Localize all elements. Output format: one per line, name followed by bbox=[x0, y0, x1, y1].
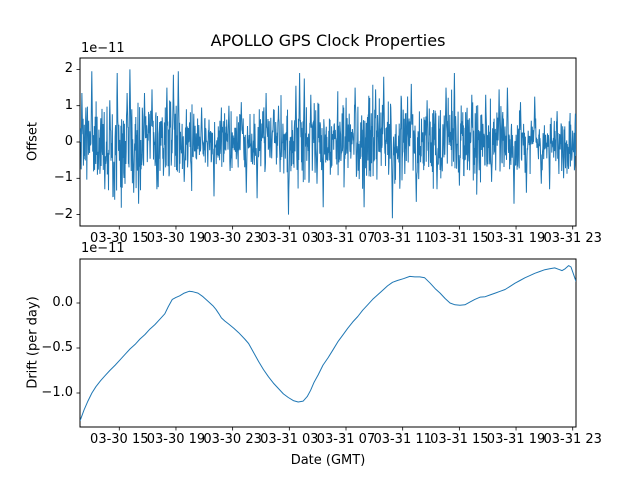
bottom-x-tick-label: 03-31 03 bbox=[260, 432, 319, 447]
top-y-tick-label: 0 bbox=[64, 134, 73, 149]
top-y-tick-label: −2 bbox=[53, 206, 73, 222]
top-x-tick-label: 03-31 19 bbox=[486, 231, 546, 246]
bottom-y-tick-label: −0.5 bbox=[41, 340, 73, 355]
bottom-x-tick-label: 03-31 11 bbox=[373, 432, 432, 447]
top-axis-scale-label: 1e−11 bbox=[81, 41, 125, 56]
top-y-tick-label: −1 bbox=[53, 170, 73, 186]
bottom-y-tick-label: −1.0 bbox=[41, 385, 73, 400]
figure-title: APOLLO GPS Clock Properties bbox=[210, 31, 446, 50]
bottom-x-tick-label: 03-30 19 bbox=[146, 432, 206, 447]
top-y-tick-label: 1 bbox=[64, 97, 73, 113]
bottom-x-tick-label: 03-31 19 bbox=[486, 432, 546, 447]
drift-series-line bbox=[80, 265, 576, 422]
bottom-y-tick-label: 0.0 bbox=[52, 295, 73, 310]
top-x-tick-label: 03-31 03 bbox=[260, 231, 319, 246]
x-axis-label: Date (GMT) bbox=[290, 453, 366, 468]
top-x-tick-label: 03-31 07 bbox=[316, 231, 376, 246]
top-x-tick-label: 03-30 19 bbox=[146, 231, 206, 246]
bottom-axes-frame bbox=[79, 258, 577, 428]
bottom-x-tick-label: 03-31 15 bbox=[430, 432, 489, 447]
bottom-x-tick-label: 03-31 07 bbox=[316, 432, 376, 447]
top-x-tick-label: 03-31 15 bbox=[430, 231, 489, 246]
bottom-x-tick-label: 03-30 15 bbox=[90, 432, 149, 447]
top-y-tick-label: 2 bbox=[64, 61, 73, 77]
top-x-tick-label: 03-31 11 bbox=[373, 231, 432, 246]
bottom-x-tick-label: 03-31 23 bbox=[543, 432, 602, 447]
bottom-axis-scale-label: 1e−11 bbox=[81, 241, 125, 256]
offset-series-line bbox=[80, 69, 576, 219]
top-x-tick-label: 03-30 23 bbox=[203, 231, 262, 246]
top-x-tick-label: 03-30 15 bbox=[90, 231, 149, 246]
bottom-x-tick-label: 03-30 23 bbox=[203, 432, 262, 447]
top-x-tick-label: 03-31 23 bbox=[543, 231, 602, 246]
